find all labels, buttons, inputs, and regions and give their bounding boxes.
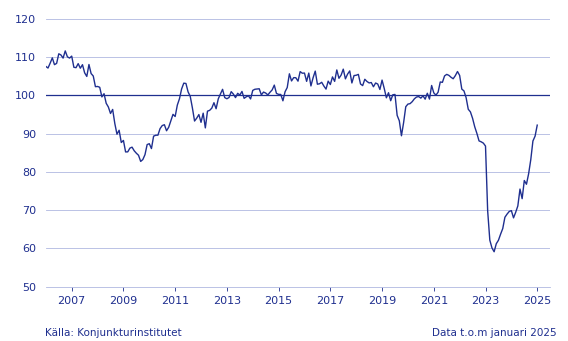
- Text: Data t.o.m januari 2025: Data t.o.m januari 2025: [432, 328, 557, 338]
- Text: Källa: Konjunkturinstitutet: Källa: Konjunkturinstitutet: [45, 328, 182, 338]
